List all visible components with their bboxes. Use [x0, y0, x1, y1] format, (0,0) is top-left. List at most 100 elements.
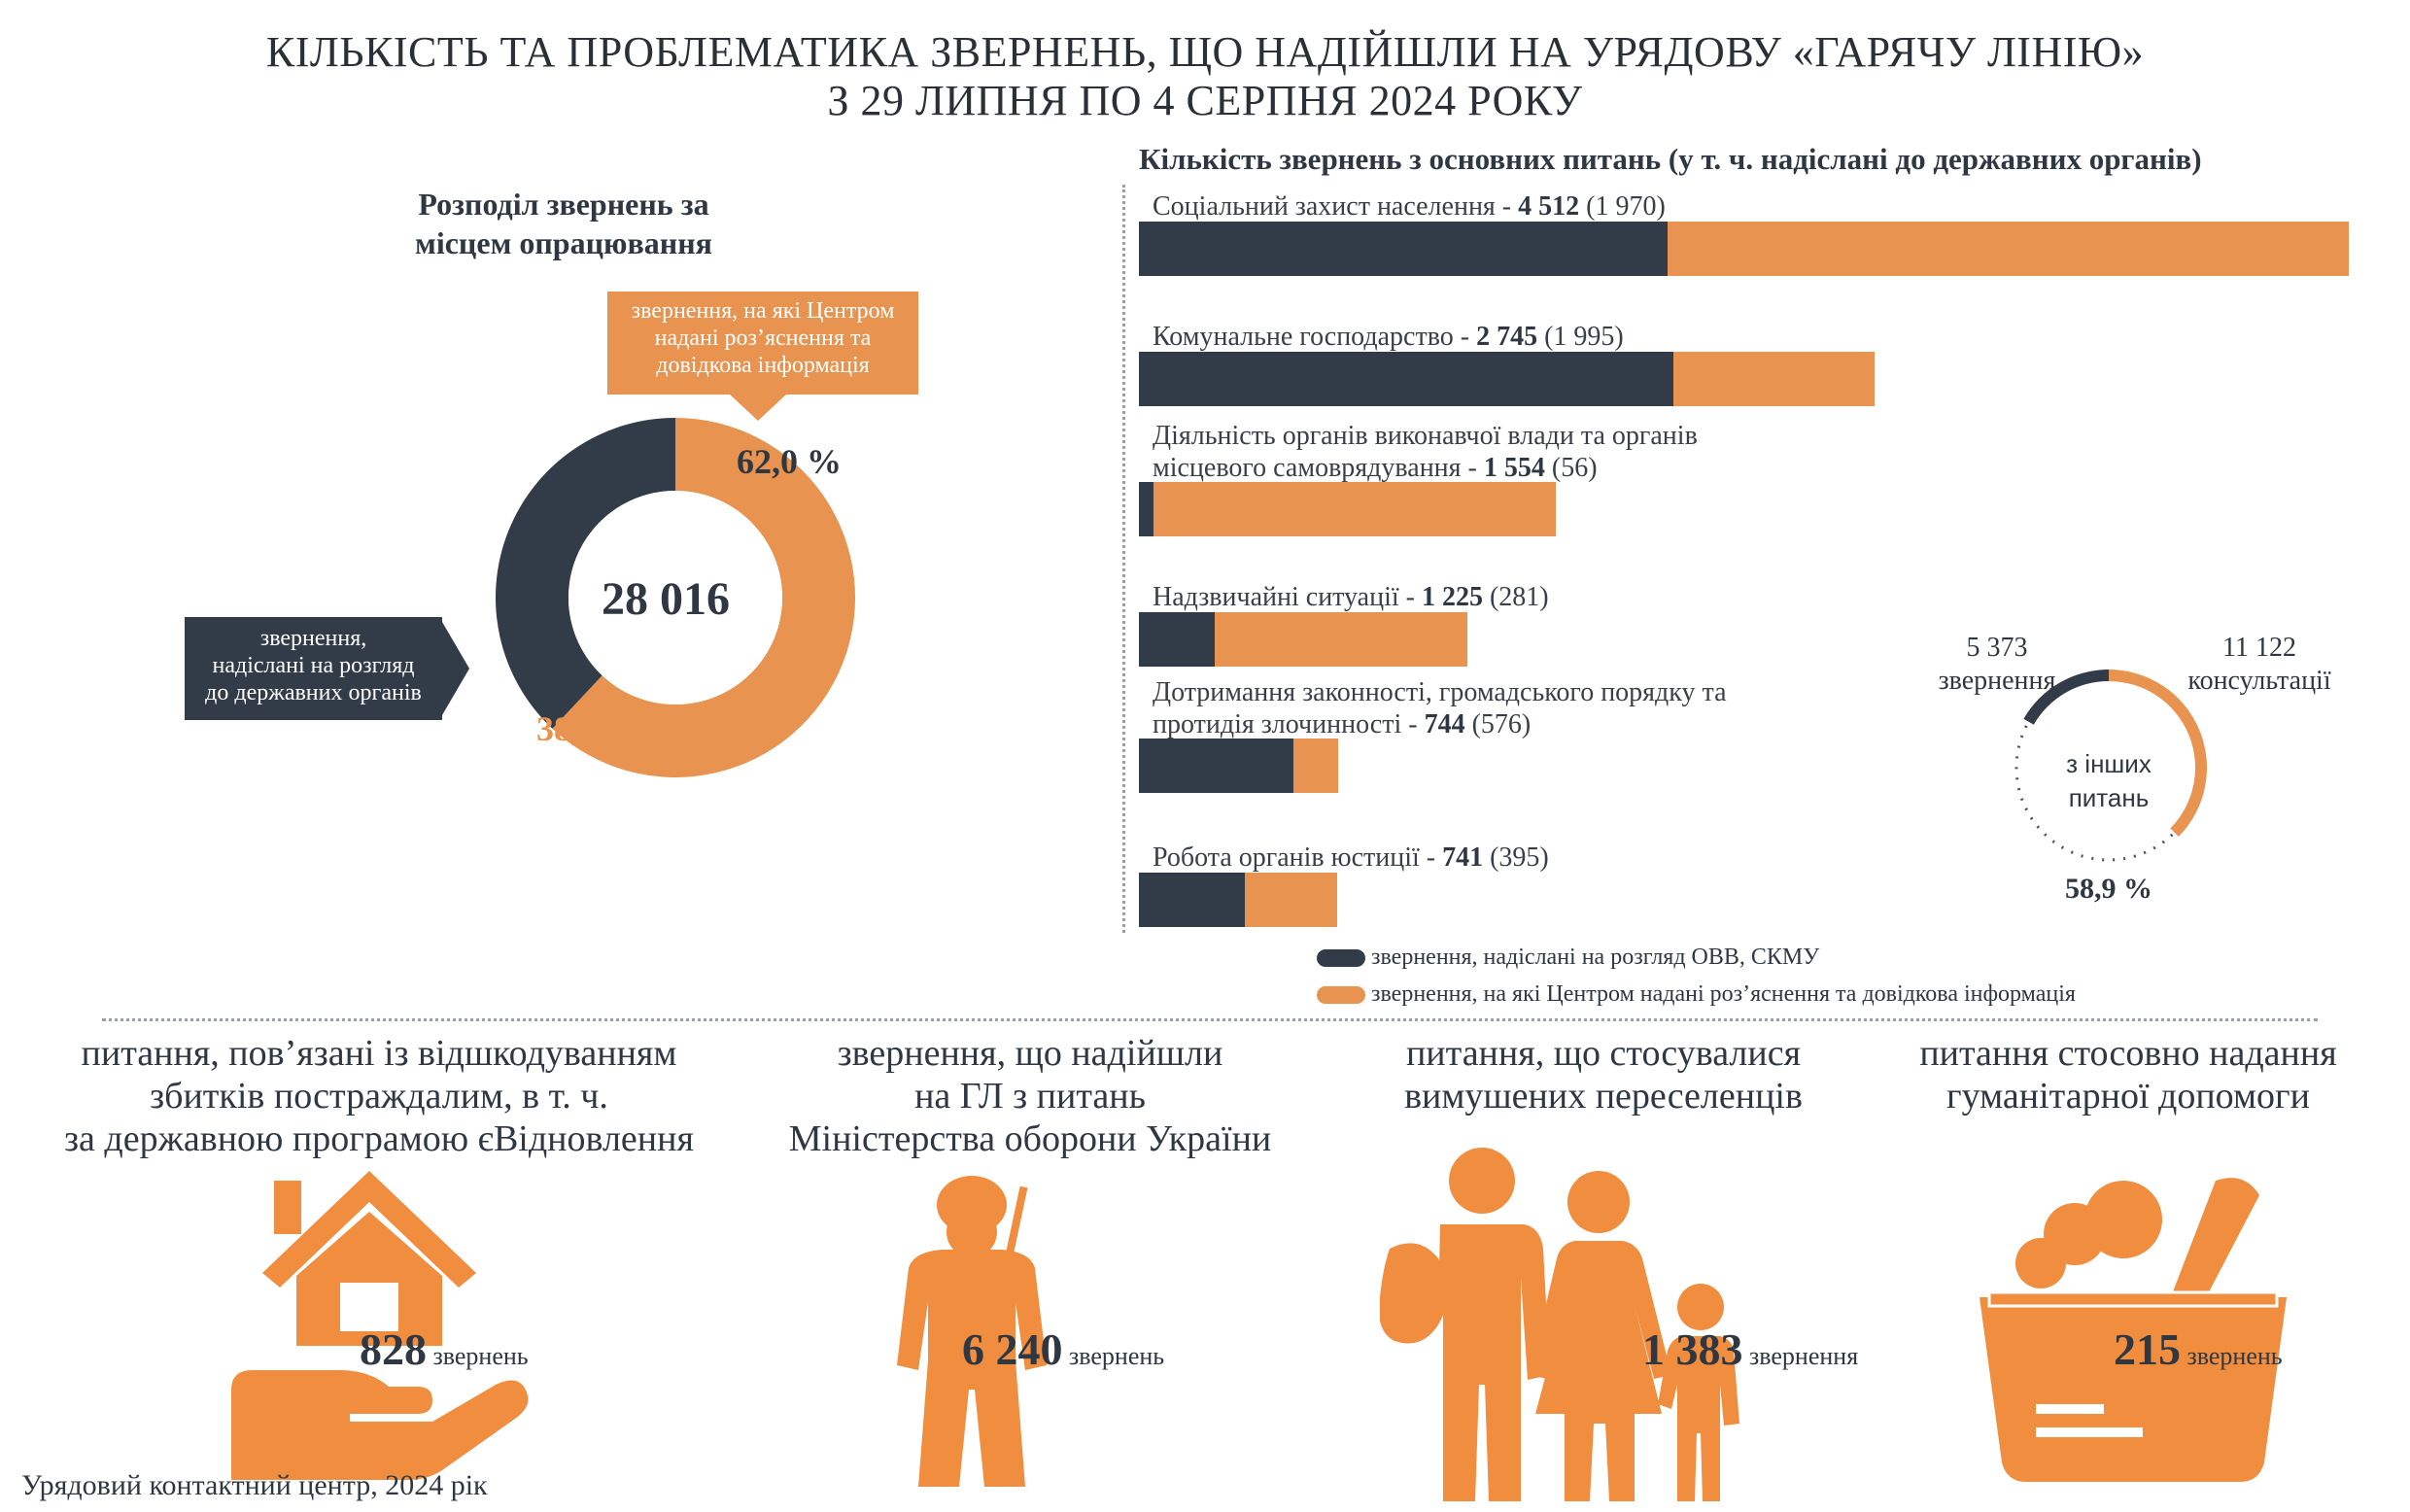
category-2-line1: питання, що стосувалися [1405, 1033, 1802, 1074]
category-title-2: питання, що стосувалися вимушених пересе… [1331, 1032, 1876, 1117]
small-donut-slice-0 [2023, 670, 2109, 725]
small-donut-slice-1 [2109, 670, 2207, 837]
category-title-1: звернення, що надійшли на ГЛ з питань Мі… [719, 1032, 1341, 1160]
category-3-line2: гуманітарної допомоги [1946, 1076, 2310, 1117]
small-donut-left-label: 5 373 звернення [1900, 632, 2094, 698]
bar-dark-value: (1 995) [1537, 322, 1624, 352]
donut-total: 28 016 [602, 573, 730, 625]
bar-dark-value: (395) [1483, 842, 1549, 873]
bar-category-name: Діяльність органів виконавчої влади та о… [1153, 421, 1698, 483]
category-1-count: 6 240 звернень [962, 1323, 1164, 1375]
legend-orange-text: звернення, на які Центром надані роз’ясн… [1371, 981, 2076, 1007]
small-donut-right-text: консультації [2187, 666, 2331, 696]
donut-slice-1 [496, 418, 675, 729]
bar-total-value: 2 745 [1476, 322, 1538, 352]
donut-slice-0 [552, 418, 855, 777]
bar-total-value: 741 [1442, 842, 1484, 873]
category-1-number: 6 240 [962, 1324, 1063, 1374]
bar-dark-value: (56) [1544, 453, 1598, 483]
category-1-line1: звернення, що надійшли [837, 1033, 1223, 1074]
bar-dark-value: (1 970) [1579, 191, 1666, 222]
category-3-line1: питання стосовно надання [1919, 1033, 2337, 1074]
family-icon [1380, 1148, 1739, 1501]
legend-orange: звернення, на які Центром надані роз’ясн… [1317, 981, 2076, 1008]
category-0-count: 828 звернень [360, 1323, 529, 1375]
small-donut-center-line1: з інших [2066, 749, 2152, 778]
bar-category-name: Комунальне господарство - [1153, 322, 1477, 352]
bar-orange-segment-4 [1292, 739, 1339, 793]
bar-label-4: Дотримання законності, громадського поря… [1153, 676, 1774, 740]
category-1-unit: звернень [1069, 1342, 1165, 1370]
bar-orange-segment-0 [1667, 222, 2349, 276]
legend-dark-text: звернення, надіслані на розгляд ОВВ, СКМ… [1371, 945, 1820, 970]
category-2-number: 1 383 [1642, 1324, 1743, 1374]
bar-total-value: 4 512 [1518, 191, 1580, 222]
bar-label-2: Діяльність органів виконавчої влади та о… [1153, 420, 1774, 484]
bar-label-3: Надзвичайні ситуації - 1 225 (281) [1153, 581, 2319, 613]
category-3-count: 215 звернень [2114, 1323, 2283, 1375]
category-2-unit: звернення [1749, 1342, 1859, 1370]
bar-category-name: Надзвичайні ситуації - [1153, 582, 1422, 612]
bar-dark-segment-0 [1139, 222, 1668, 276]
donut-dark-pct: 38,0 % [536, 709, 641, 748]
orange-callout-line3: довідкова інформація [656, 353, 870, 378]
small-donut-pct: 58,9 % [2065, 873, 2152, 905]
bar-total-value: 744 [1424, 709, 1465, 739]
bar-label-1: Комунальне господарство - 2 745 (1 995) [1153, 321, 2319, 353]
donut-orange-pct: 62,0 % [737, 442, 842, 481]
orange-callout-line2: надані роз’яснення та [654, 326, 872, 351]
small-donut-center-line2: питань [2069, 783, 2150, 812]
orange-callout-line1: звернення, на які Центром [631, 298, 895, 324]
category-0-unit: звернень [432, 1342, 529, 1370]
bar-total-value: 1 225 [1421, 582, 1483, 612]
bar-dark-segment-1 [1139, 352, 1674, 406]
small-donut-right-label: 11 122 консультації [2162, 632, 2357, 698]
category-0-number: 828 [360, 1324, 427, 1374]
donut-title-line1: Розподіл звернень за [418, 187, 709, 222]
category-2-line2: вимушених переселенців [1404, 1076, 1803, 1117]
small-donut-left-text: звернення [1938, 666, 2056, 696]
donut-title: Розподіл звернень за місцем опрацювання [321, 185, 807, 262]
orange-callout: звернення, на які Центром надані роз’ясн… [607, 292, 918, 395]
bars-divider [1122, 185, 1125, 933]
bar-orange-segment-5 [1244, 873, 1338, 927]
page-title-line1: КІЛЬКІСТЬ ТА ПРОБЛЕМАТИКА ЗВЕРНЕНЬ, ЩО Н… [265, 28, 2145, 76]
category-title-0: питання, пов’язані із відшкодуванням зби… [29, 1032, 729, 1160]
bar-dark-value: (281) [1482, 582, 1549, 612]
category-title-3: питання стосовно надання гуманітарної до… [1866, 1032, 2391, 1117]
bars-chart: Соціальний захист населення - 4 512 (1 9… [1139, 191, 2349, 927]
dark-callout-pointer [442, 622, 469, 715]
orange-callout-pointer [729, 394, 787, 421]
bar-category-name: Робота органів юстиції - [1153, 842, 1443, 873]
grocery-basket-icon [1980, 1178, 2287, 1482]
dark-callout-line1: звернення, [259, 626, 367, 651]
donut-hole [568, 491, 782, 704]
category-3-number: 215 [2114, 1324, 2181, 1374]
bar-category-name: Дотримання законності, громадського поря… [1153, 677, 1727, 739]
small-donut-right-value: 11 122 [2222, 633, 2296, 663]
bar-orange-segment-1 [1673, 352, 1876, 406]
legend-dark-swatch [1317, 948, 1365, 967]
category-0-line2: збитків постраждалим, в т. ч. [150, 1076, 608, 1117]
page-title-line2: З 29 ЛИПНЯ ПО 4 СЕРПНЯ 2024 РОКУ [827, 77, 1583, 124]
bar-category-name: Соціальний захист населення - [1153, 191, 1519, 222]
dark-callout: звернення, надіслані на розгляд до держа… [185, 617, 442, 720]
bar-orange-segment-3 [1214, 612, 1467, 667]
category-3-unit: звернень [2186, 1342, 2283, 1370]
legend-dark: звернення, надіслані на розгляд ОВВ, СКМ… [1317, 945, 1819, 971]
category-0-line1: питання, пов’язані із відшкодуванням [81, 1033, 677, 1074]
bar-dark-segment-4 [1139, 739, 1293, 793]
bar-dark-segment-3 [1139, 612, 1215, 667]
soldier-icon [897, 1176, 1047, 1487]
category-1-line3: Міністерства оборони України [788, 1118, 1272, 1159]
bars-title: Кількість звернень з основних питань (у … [1139, 142, 2202, 176]
small-donut-chart: з інших питань [2014, 670, 2207, 862]
small-donut-left-value: 5 373 [1966, 633, 2028, 663]
footer-source: Урядовий контактний центр, 2024 рік [21, 1469, 488, 1501]
section-divider [102, 1018, 2318, 1021]
bar-label-5: Робота органів юстиції - 741 (395) [1153, 842, 2319, 874]
category-0-line3: за державною програмою єВідновлення [64, 1118, 694, 1159]
donut-title-line2: місцем опрацювання [415, 225, 712, 260]
bar-dark-segment-5 [1139, 873, 1245, 927]
bar-orange-segment-2 [1153, 482, 1556, 536]
